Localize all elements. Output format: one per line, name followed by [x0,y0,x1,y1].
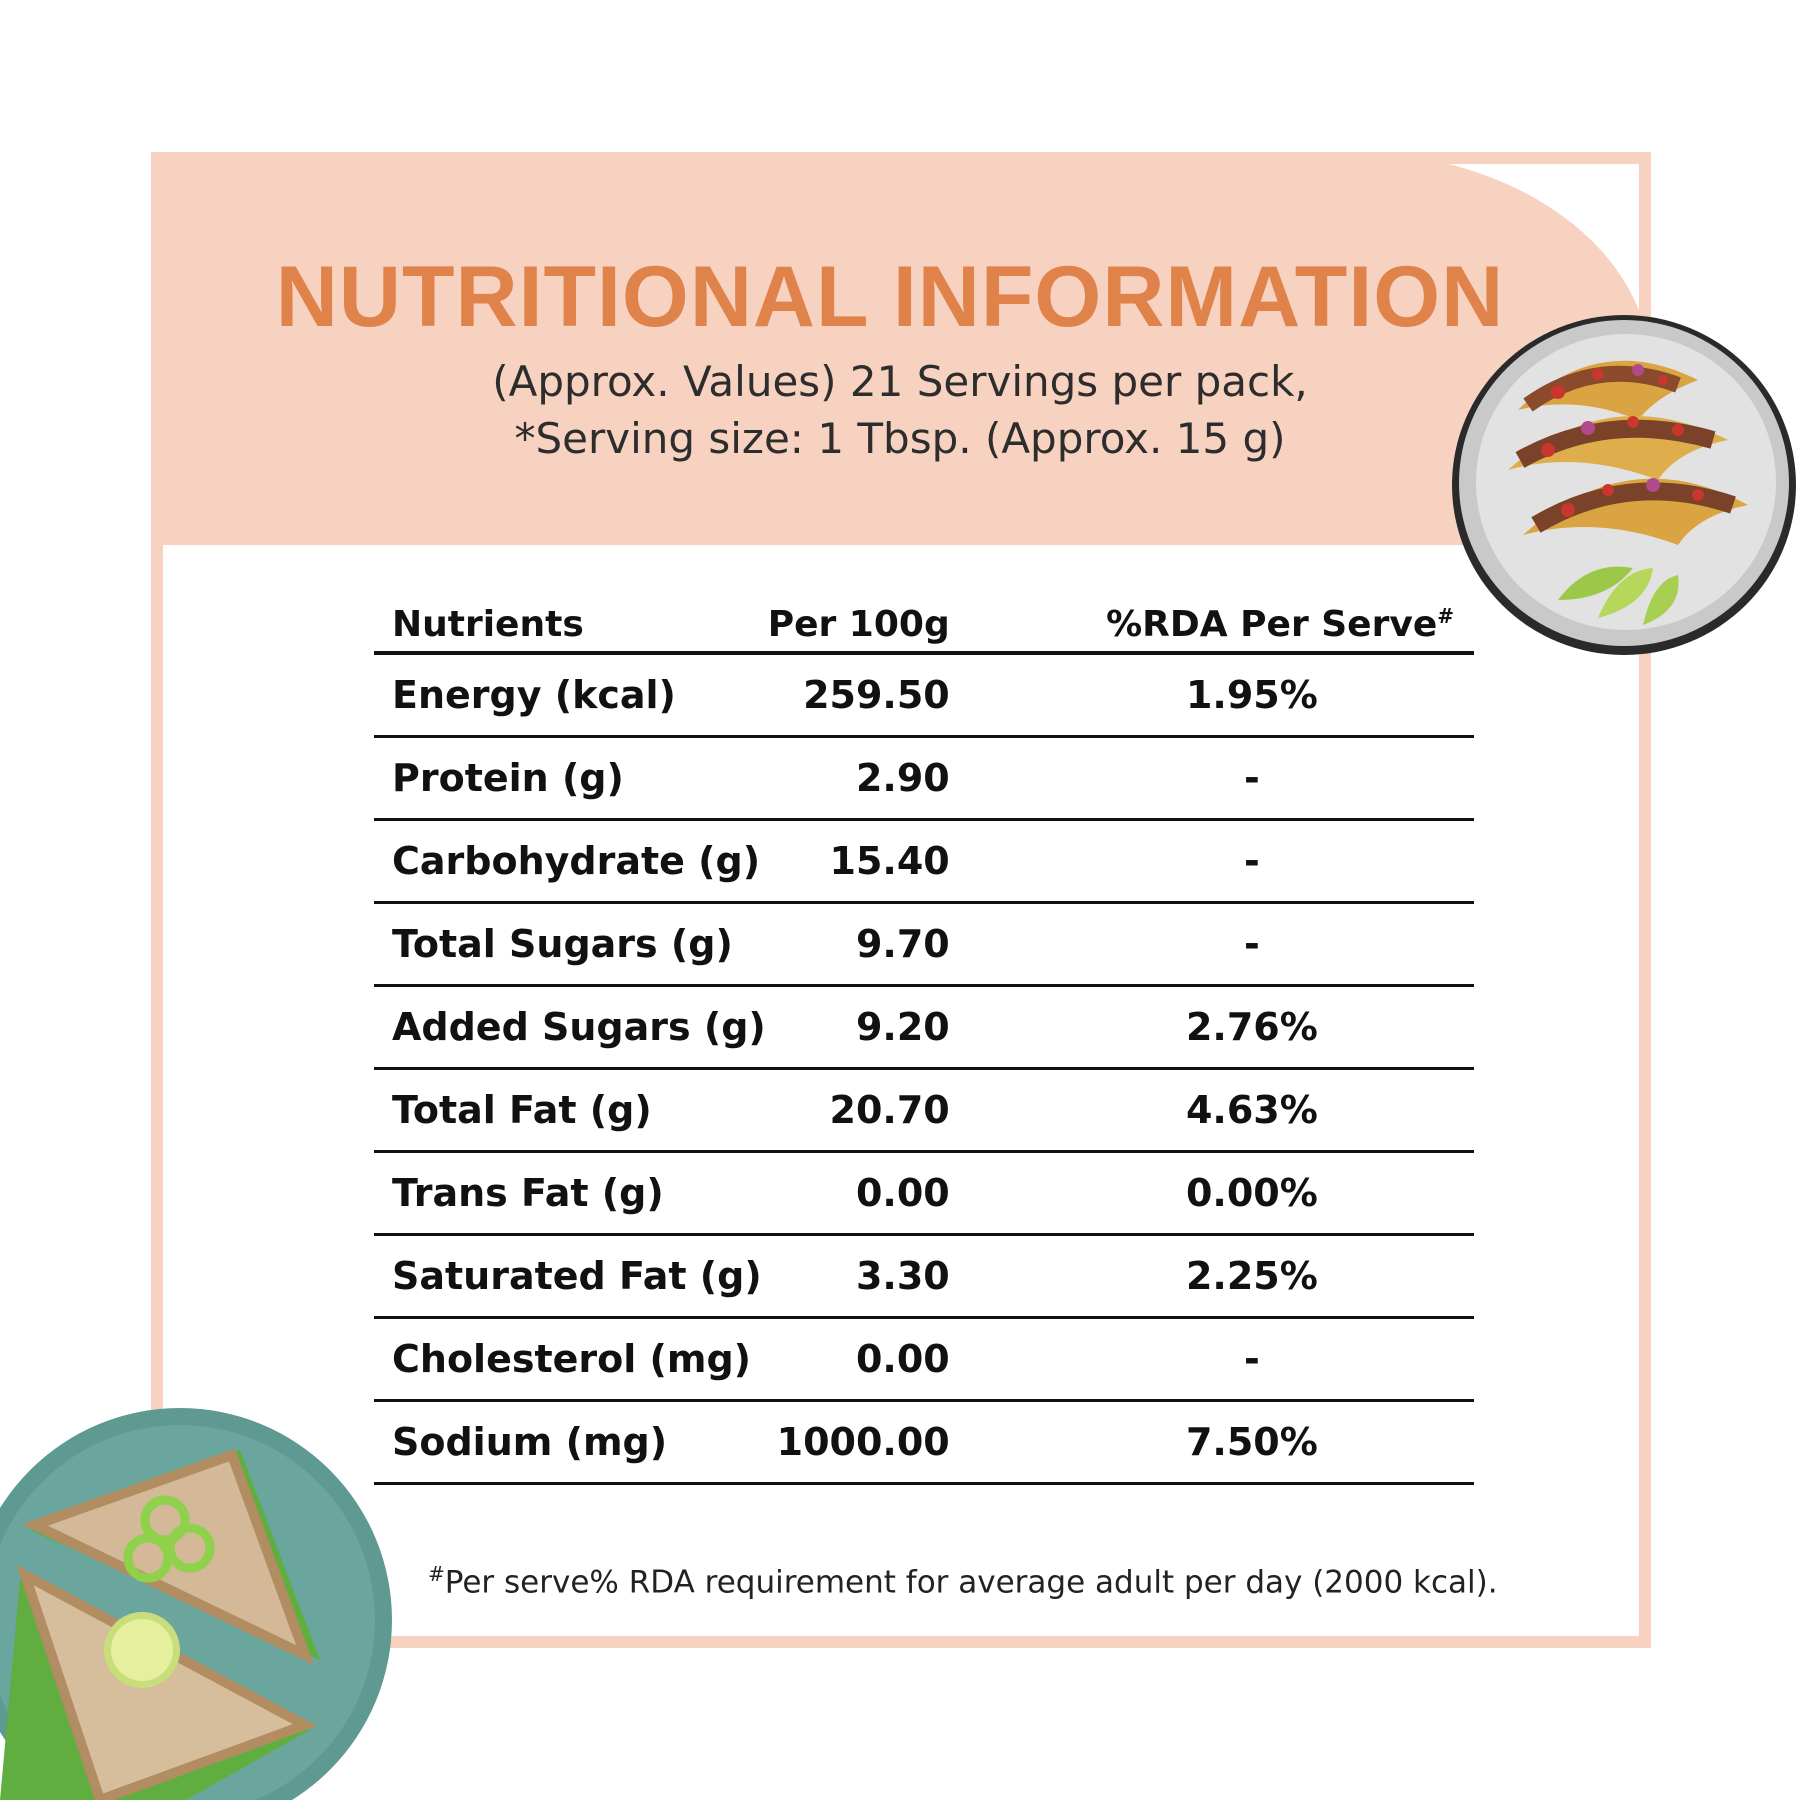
rda-value: 0.00% [949,1151,1474,1236]
table-header-row: Nutrients Per 100g %RDA Per Serve# [374,585,1474,655]
footnote-mark: # [428,1562,445,1586]
rda-value: 2.25% [949,1234,1474,1319]
column-header-nutrients: Nutrients [374,585,767,655]
nutrient-name: Protein (g) [374,736,767,821]
per-100g-value: 3.30 [766,1234,950,1319]
nutrient-name: Trans Fat (g) [374,1151,767,1236]
table-row: Carbohydrate (g) 15.40 - [374,819,1474,904]
table-row: Energy (kcal) 259.50 1.95% [374,653,1474,738]
nutrient-name: Added Sugars (g) [374,985,767,1070]
rda-footnote: #Per serve% RDA requirement for average … [428,1562,1498,1600]
per-100g-value: 20.70 [766,1068,950,1153]
rda-header-label: %RDA Per Serve [1106,604,1438,645]
table-row: Sodium (mg) 1000.00 7.50% [374,1400,1474,1485]
rda-value: - [949,736,1474,821]
per-100g-value: 1000.00 [766,1400,950,1485]
table-row: Saturated Fat (g) 3.30 2.25% [374,1234,1474,1319]
nutrient-name: Sodium (mg) [374,1400,767,1485]
header-background [151,152,1651,545]
per-100g-value: 9.70 [766,902,950,987]
nutrient-name: Total Fat (g) [374,1068,767,1153]
rda-value: 2.76% [949,985,1474,1070]
per-100g-value: 259.50 [766,653,950,738]
nutrient-name: Saturated Fat (g) [374,1234,767,1319]
rda-value: - [949,819,1474,904]
column-header-per-100g: Per 100g [766,585,950,655]
rda-value: - [949,1317,1474,1402]
table-row: Trans Fat (g) 0.00 0.00% [374,1151,1474,1236]
nutrient-name: Total Sugars (g) [374,902,767,987]
page-title: NUTRITIONAL INFORMATION [275,249,1505,345]
footnote-text: Per serve% RDA requirement for average a… [444,1564,1498,1601]
servings-note: (Approx. Values) 21 Servings per pack, [492,357,1308,406]
per-100g-value: 15.40 [766,819,950,904]
taco-plate-image [1452,315,1796,655]
per-100g-value: 9.20 [766,985,950,1070]
nutrition-table: Nutrients Per 100g %RDA Per Serve# Energ… [374,585,1474,1485]
table-row: Total Fat (g) 20.70 4.63% [374,1068,1474,1153]
rda-footnote-mark: # [1437,604,1454,628]
serving-size-note: *Serving size: 1 Tbsp. (Approx. 15 g) [514,414,1286,463]
nutrient-name: Carbohydrate (g) [374,819,767,904]
nutrient-name: Energy (kcal) [374,653,767,738]
per-100g-value: 0.00 [766,1151,950,1236]
table-row: Cholesterol (mg) 0.00 - [374,1317,1474,1402]
rda-value: 7.50% [949,1400,1474,1485]
rda-value: 1.95% [949,653,1474,738]
table-row: Added Sugars (g) 9.20 2.76% [374,985,1474,1070]
column-header-rda: %RDA Per Serve# [949,585,1474,655]
rda-value: - [949,902,1474,987]
rda-value: 4.63% [949,1068,1474,1153]
table-row: Total Sugars (g) 9.70 - [374,902,1474,987]
sandwich-plate-image [0,1408,392,1800]
per-100g-value: 0.00 [766,1317,950,1402]
table-row: Protein (g) 2.90 - [374,736,1474,821]
nutrient-name: Cholesterol (mg) [374,1317,767,1402]
per-100g-value: 2.90 [766,736,950,821]
